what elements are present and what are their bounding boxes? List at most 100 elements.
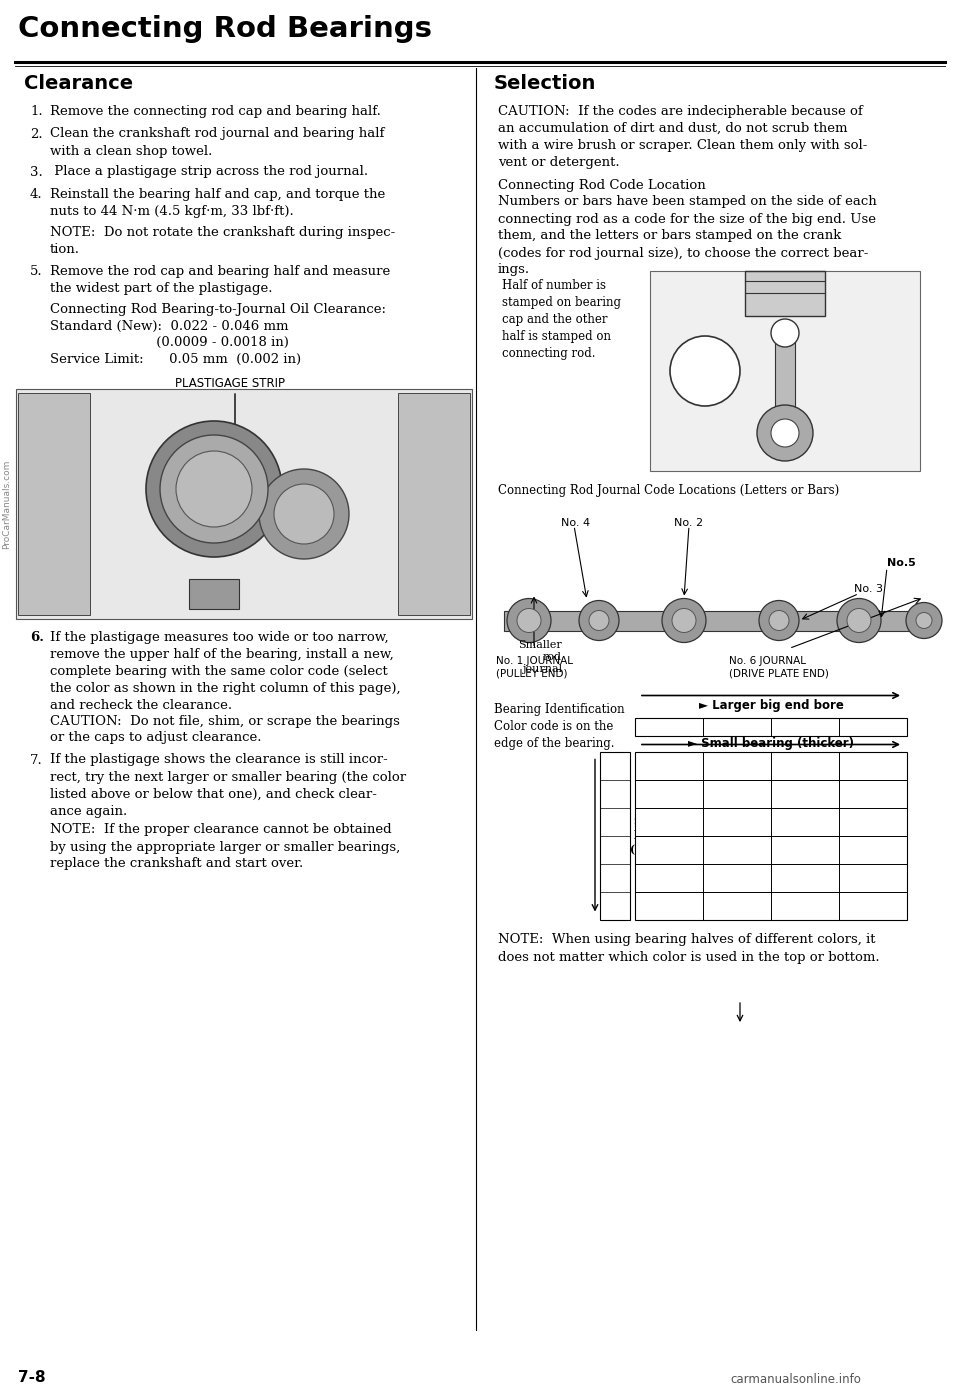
Circle shape xyxy=(274,484,334,544)
Text: Green
Brown: Green Brown xyxy=(719,867,756,887)
Text: CAUTION:  Do not file, shim, or scrape the bearings
or the caps to adjust cleara: CAUTION: Do not file, shim, or scrape th… xyxy=(50,715,400,744)
Circle shape xyxy=(906,602,942,638)
Text: A
or
I: A or I xyxy=(611,753,619,779)
Text: Connecting Rod Journal Code Locations (Letters or Bars): Connecting Rod Journal Code Locations (L… xyxy=(498,484,839,497)
Text: Green: Green xyxy=(652,872,686,882)
Text: Brown: Brown xyxy=(719,900,756,911)
Text: Place a plastigage strip across the rod journal.: Place a plastigage strip across the rod … xyxy=(50,166,368,178)
Circle shape xyxy=(662,598,706,643)
Text: Yellow
Green: Yellow Green xyxy=(719,811,755,832)
Bar xyxy=(745,271,825,316)
Text: Brown: Brown xyxy=(786,872,824,882)
Text: 4 or IIII: 4 or IIII xyxy=(851,719,896,729)
Text: ► Small bearing (thicker): ► Small bearing (thicker) xyxy=(688,737,854,751)
Text: D
or
IIII: D or IIII xyxy=(610,837,620,862)
Bar xyxy=(635,718,907,736)
Bar xyxy=(398,394,470,615)
Text: Green
Brown: Green Brown xyxy=(854,811,892,832)
Circle shape xyxy=(771,419,799,447)
Text: 4.: 4. xyxy=(30,188,42,202)
Text: Green: Green xyxy=(855,789,890,798)
Text: Connecting Rod Code Location: Connecting Rod Code Location xyxy=(498,179,706,192)
Circle shape xyxy=(672,608,696,633)
Text: 2: 2 xyxy=(700,353,713,371)
Text: Standard (New):  0.022 - 0.046 mm: Standard (New): 0.022 - 0.046 mm xyxy=(50,320,289,332)
Text: No. 4: No. 4 xyxy=(561,519,590,529)
Text: CAUTION:  If the codes are indecipherable because of
an accumulation of dirt and: CAUTION: If the codes are indecipherable… xyxy=(498,104,868,168)
Circle shape xyxy=(916,612,932,629)
Text: Green: Green xyxy=(788,817,823,826)
Circle shape xyxy=(757,405,813,460)
Text: carmanualsonline.info: carmanualsonline.info xyxy=(730,1373,861,1385)
Text: 1.: 1. xyxy=(30,104,42,118)
Circle shape xyxy=(769,611,789,630)
Text: Bearing Identification
Color code is on the
edge of the bearing.: Bearing Identification Color code is on … xyxy=(494,704,625,751)
Text: 3.: 3. xyxy=(30,166,43,178)
Bar xyxy=(189,579,239,609)
Text: Yellow
Green: Yellow Green xyxy=(651,839,687,860)
Text: (0.0009 - 0.0018 in): (0.0009 - 0.0018 in) xyxy=(50,337,289,349)
Text: Clearance: Clearance xyxy=(24,74,133,93)
Bar xyxy=(600,751,630,919)
Text: Black: Black xyxy=(857,900,889,911)
Circle shape xyxy=(579,601,619,640)
Text: Remove the rod cap and bearing half and measure
the widest part of the plastigag: Remove the rod cap and bearing half and … xyxy=(50,266,391,295)
Text: Selection: Selection xyxy=(494,74,596,93)
Text: Yellow
Green: Yellow Green xyxy=(855,755,891,776)
Text: 2 or II: 2 or II xyxy=(719,719,756,729)
Text: NOTE:  If the proper clearance cannot be obtained
by using the appropriate large: NOTE: If the proper clearance cannot be … xyxy=(50,823,400,871)
Circle shape xyxy=(259,469,349,559)
Text: Remove the connecting rod cap and bearing half.: Remove the connecting rod cap and bearin… xyxy=(50,104,381,118)
Text: 7-8: 7-8 xyxy=(18,1370,46,1385)
Circle shape xyxy=(589,611,609,630)
Bar xyxy=(635,751,907,919)
Text: If the plastigage shows the clearance is still incor-
rect, try the next larger : If the plastigage shows the clearance is… xyxy=(50,754,406,818)
Bar xyxy=(775,337,795,451)
Text: Brown
Black: Brown Black xyxy=(854,867,892,887)
Text: Green: Green xyxy=(720,844,755,854)
Circle shape xyxy=(837,598,881,643)
Bar xyxy=(494,504,949,698)
Text: No.5: No.5 xyxy=(887,559,916,569)
Text: Yellow
Green: Yellow Green xyxy=(787,783,823,804)
Circle shape xyxy=(517,608,541,633)
Text: NOTE:  Do not rotate the crankshaft during inspec-
tion.: NOTE: Do not rotate the crankshaft durin… xyxy=(50,225,396,256)
Text: Numbers or bars have been stamped on the side of each
connecting rod as a code f: Numbers or bars have been stamped on the… xyxy=(498,196,876,277)
Circle shape xyxy=(507,598,551,643)
Text: Service Limit:      0.05 mm  (0.002 in): Service Limit: 0.05 mm (0.002 in) xyxy=(50,352,301,366)
Text: Smaller
rod
journal: Smaller rod journal xyxy=(518,640,562,675)
Text: 7.: 7. xyxy=(30,754,43,766)
Text: PLASTIGAGE STRIP: PLASTIGAGE STRIP xyxy=(175,377,285,389)
Text: B
or
II: B or II xyxy=(611,780,619,807)
Circle shape xyxy=(146,421,282,556)
Text: 3 or III: 3 or III xyxy=(784,719,826,729)
Bar xyxy=(504,611,929,630)
Text: Clean the crankshaft rod journal and bearing half
with a clean shop towel.: Clean the crankshaft rod journal and bea… xyxy=(50,128,384,157)
Text: Green
Brown: Green Brown xyxy=(786,839,824,860)
Bar xyxy=(16,389,472,619)
Text: 1 or I: 1 or I xyxy=(653,719,685,729)
Circle shape xyxy=(771,319,799,346)
Text: E
or
IIIII: E or IIIII xyxy=(609,865,621,890)
Circle shape xyxy=(847,608,871,633)
Text: No. 6 JOURNAL
(DRIVE PLATE END): No. 6 JOURNAL (DRIVE PLATE END) xyxy=(729,657,828,679)
Text: ProCarManuals.com: ProCarManuals.com xyxy=(3,459,12,548)
Text: Pink
Yellow: Pink Yellow xyxy=(651,783,687,804)
Text: Yellow: Yellow xyxy=(651,817,687,826)
Text: Brown: Brown xyxy=(854,844,892,854)
Text: ► Larger big end bore: ► Larger big end bore xyxy=(699,700,844,712)
Text: 2.: 2. xyxy=(30,128,42,140)
Text: Pink
Yellow: Pink Yellow xyxy=(719,755,755,776)
Text: F
or
IIIIII: F or IIIIII xyxy=(607,893,623,918)
Text: No. 3: No. 3 xyxy=(854,583,883,594)
Text: C
or
III: C or III xyxy=(611,808,619,835)
Text: Half of number is
stamped on bearing
cap and the other
half is stamped on
connec: Half of number is stamped on bearing cap… xyxy=(502,280,621,360)
Text: No. 2: No. 2 xyxy=(674,519,703,529)
Text: Green
Brown: Green Brown xyxy=(651,894,687,915)
Text: Yellow: Yellow xyxy=(787,761,823,771)
Text: Smaller
bearing
(thicker): Smaller bearing (thicker) xyxy=(631,817,685,854)
Text: Connecting Rod Bearing-to-Journal Oil Clearance:: Connecting Rod Bearing-to-Journal Oil Cl… xyxy=(50,303,386,316)
Text: Reinstall the bearing half and cap, and torque the
nuts to 44 N·m (4.5 kgf·m, 33: Reinstall the bearing half and cap, and … xyxy=(50,188,385,218)
Circle shape xyxy=(160,435,268,542)
Text: If the plastigage measures too wide or too narrow,
remove the upper half of the : If the plastigage measures too wide or t… xyxy=(50,632,400,712)
